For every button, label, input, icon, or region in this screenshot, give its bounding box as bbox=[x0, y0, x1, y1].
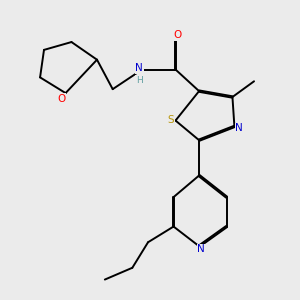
Text: N: N bbox=[197, 244, 205, 254]
Text: O: O bbox=[58, 94, 66, 104]
Text: O: O bbox=[173, 30, 181, 40]
Text: N: N bbox=[135, 63, 143, 73]
Text: N: N bbox=[235, 123, 243, 134]
Text: H: H bbox=[136, 76, 142, 85]
Text: S: S bbox=[167, 115, 174, 125]
